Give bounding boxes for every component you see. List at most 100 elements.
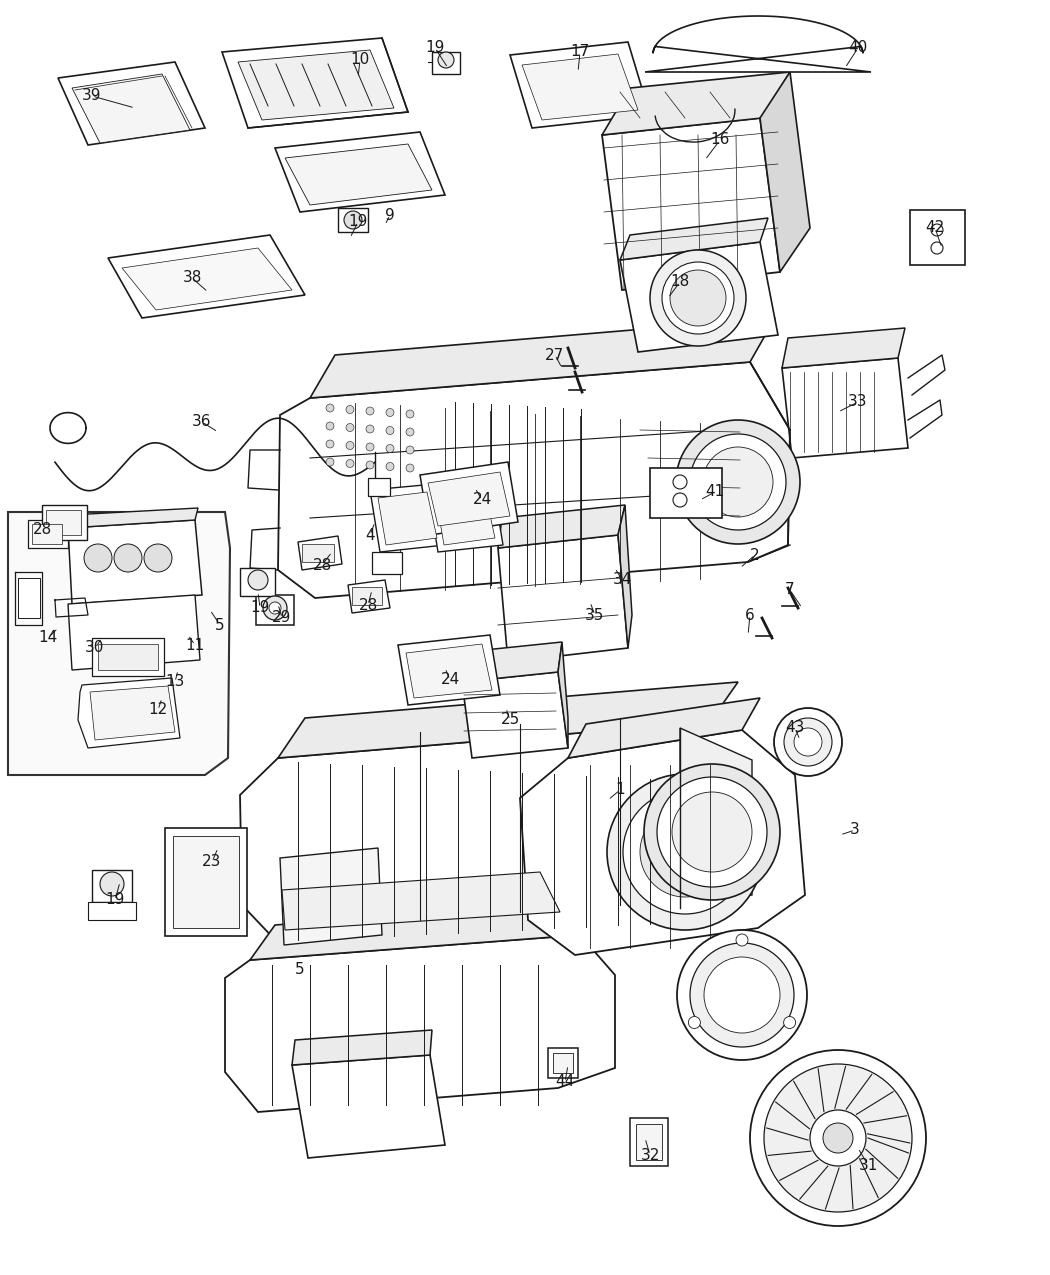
Text: 35: 35 — [585, 607, 605, 622]
Text: 10: 10 — [351, 52, 370, 68]
Circle shape — [736, 935, 748, 946]
Text: 24: 24 — [440, 672, 460, 687]
Text: 18: 18 — [670, 274, 690, 289]
Text: 13: 13 — [165, 674, 185, 690]
Circle shape — [676, 419, 800, 544]
Bar — [553, 1053, 573, 1074]
Text: 31: 31 — [858, 1158, 878, 1173]
Text: 19: 19 — [349, 214, 368, 230]
Circle shape — [366, 462, 374, 469]
Text: 5: 5 — [295, 963, 304, 978]
Circle shape — [704, 958, 780, 1033]
Bar — [432, 52, 460, 74]
Circle shape — [650, 250, 746, 346]
Polygon shape — [568, 697, 760, 759]
Polygon shape — [280, 848, 382, 945]
Polygon shape — [602, 119, 780, 289]
Circle shape — [774, 708, 842, 776]
Polygon shape — [498, 536, 628, 662]
Text: 38: 38 — [183, 270, 202, 286]
Circle shape — [607, 774, 763, 929]
Polygon shape — [428, 484, 503, 552]
Bar — [46, 510, 81, 536]
Bar — [352, 586, 382, 606]
Bar — [302, 544, 334, 562]
Polygon shape — [645, 17, 872, 71]
Circle shape — [326, 404, 334, 412]
Text: 41: 41 — [706, 484, 724, 500]
Text: 19: 19 — [425, 41, 445, 56]
Circle shape — [623, 790, 747, 914]
Circle shape — [406, 446, 414, 454]
Circle shape — [144, 544, 172, 572]
Circle shape — [689, 1016, 700, 1029]
Circle shape — [386, 408, 394, 417]
Circle shape — [386, 427, 394, 435]
Text: 2: 2 — [750, 547, 760, 562]
Polygon shape — [618, 505, 632, 648]
Circle shape — [673, 476, 687, 490]
Bar — [548, 1048, 578, 1077]
Polygon shape — [602, 71, 790, 135]
Bar — [368, 478, 390, 496]
Circle shape — [672, 792, 752, 872]
Text: 42: 42 — [925, 221, 945, 236]
Polygon shape — [406, 644, 492, 697]
Polygon shape — [292, 1030, 432, 1065]
Circle shape — [794, 728, 822, 756]
Bar — [42, 505, 87, 541]
Circle shape — [366, 425, 374, 434]
Text: 16: 16 — [710, 133, 730, 148]
Circle shape — [764, 1065, 912, 1213]
Polygon shape — [58, 62, 205, 145]
Bar — [98, 644, 158, 669]
Text: 34: 34 — [612, 572, 632, 588]
Text: 3: 3 — [850, 822, 860, 838]
Bar — [636, 1125, 662, 1160]
Polygon shape — [420, 462, 518, 536]
Circle shape — [344, 210, 362, 229]
Circle shape — [823, 1123, 853, 1153]
Text: 28: 28 — [358, 598, 378, 612]
Circle shape — [346, 405, 354, 413]
Polygon shape — [462, 643, 562, 682]
Text: 4: 4 — [365, 528, 375, 542]
Text: 24: 24 — [472, 492, 491, 507]
Polygon shape — [760, 71, 810, 272]
Polygon shape — [282, 872, 560, 929]
Polygon shape — [68, 507, 198, 528]
Text: 44: 44 — [555, 1075, 574, 1090]
Bar — [910, 210, 965, 265]
Circle shape — [262, 595, 287, 620]
Polygon shape — [620, 242, 778, 352]
Text: 17: 17 — [570, 45, 590, 60]
Circle shape — [657, 776, 766, 887]
Polygon shape — [78, 678, 180, 748]
Circle shape — [269, 602, 281, 615]
Polygon shape — [72, 74, 190, 143]
Polygon shape — [462, 672, 568, 759]
Bar — [650, 468, 722, 518]
Polygon shape — [238, 50, 394, 120]
Text: 12: 12 — [148, 703, 168, 718]
Polygon shape — [68, 520, 202, 604]
Polygon shape — [90, 686, 175, 740]
Circle shape — [114, 544, 142, 572]
Text: 27: 27 — [545, 348, 565, 362]
Bar — [92, 870, 132, 901]
Text: 39: 39 — [82, 88, 102, 103]
Circle shape — [662, 261, 734, 334]
Text: 14: 14 — [39, 631, 58, 645]
Circle shape — [931, 224, 943, 236]
Circle shape — [784, 718, 832, 766]
Circle shape — [366, 442, 374, 451]
Circle shape — [248, 570, 268, 590]
Circle shape — [406, 464, 414, 472]
Circle shape — [677, 929, 807, 1060]
Circle shape — [346, 423, 354, 431]
Text: 40: 40 — [848, 41, 867, 56]
Polygon shape — [298, 536, 342, 570]
Text: 6: 6 — [746, 607, 755, 622]
Text: 23: 23 — [203, 854, 222, 870]
Circle shape — [100, 872, 124, 896]
